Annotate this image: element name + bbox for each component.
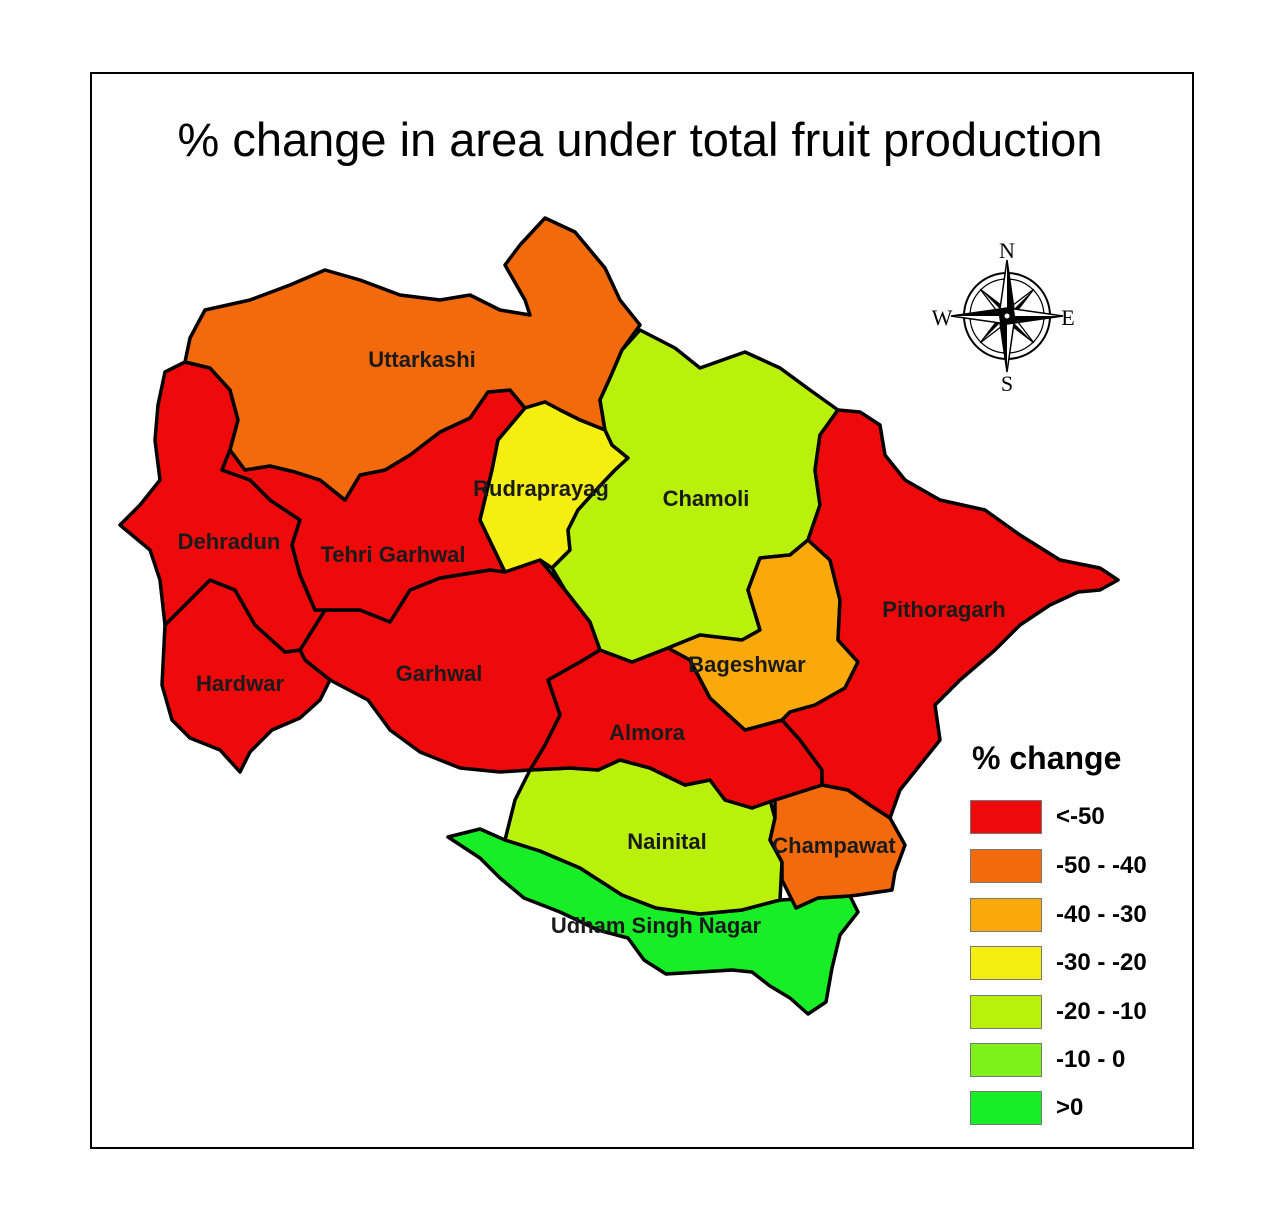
legend-title: % change [972,740,1122,776]
label-udham-singh-nagar: Udham Singh Nagar [551,913,762,938]
legend-label: >0 [1056,1094,1084,1121]
label-hardwar: Hardwar [196,671,284,696]
legend-item: -30 - -20 [970,946,1147,980]
compass-west-label: W [932,305,953,330]
label-pithoragarh: Pithoragarh [882,597,1005,622]
legend-label: -40 - -30 [1056,901,1147,928]
label-garhwal: Garhwal [396,661,483,686]
legend-label: -50 - -40 [1056,852,1147,879]
label-almora: Almora [609,720,686,745]
legend-swatch [970,800,1042,834]
legend-swatch [970,898,1042,932]
legend-swatch [970,946,1042,980]
label-nainital: Nainital [627,829,706,854]
legend-item: -50 - -40 [970,849,1147,883]
legend-label: -20 - -10 [1056,998,1147,1025]
legend-swatch [970,1091,1042,1125]
legend-item: <-50 [970,800,1105,834]
compass-north-label: N [999,238,1015,263]
legend-item: -40 - -30 [970,898,1147,932]
map-title: % change in area under total fruit produ… [177,113,1103,166]
label-rudraprayag: Rudraprayag [473,476,609,501]
legend-swatch [970,849,1042,883]
compass-south-label: S [1001,371,1013,396]
label-tehri-garhwal: Tehri Garhwal [320,542,465,567]
legend-label: <-50 [1056,803,1105,830]
label-uttarkashi: Uttarkashi [368,347,476,372]
label-dehradun: Dehradun [178,529,281,554]
legend-label: -10 - 0 [1056,1046,1126,1073]
label-bageshwar: Bageshwar [688,652,806,677]
compass-east-label: E [1061,305,1074,330]
district-pithoragarh[interactable] [780,408,1120,820]
compass-rose-icon [950,259,1064,373]
legend-item: -10 - 0 [970,1043,1125,1077]
legend-swatch [970,1043,1042,1077]
label-champawat: Champawat [772,833,896,858]
legend-swatch [970,995,1042,1029]
legend-item: -20 - -10 [970,995,1147,1029]
legend-item: >0 [970,1091,1083,1125]
label-chamoli: Chamoli [663,486,750,511]
legend-label: -30 - -20 [1056,949,1147,976]
